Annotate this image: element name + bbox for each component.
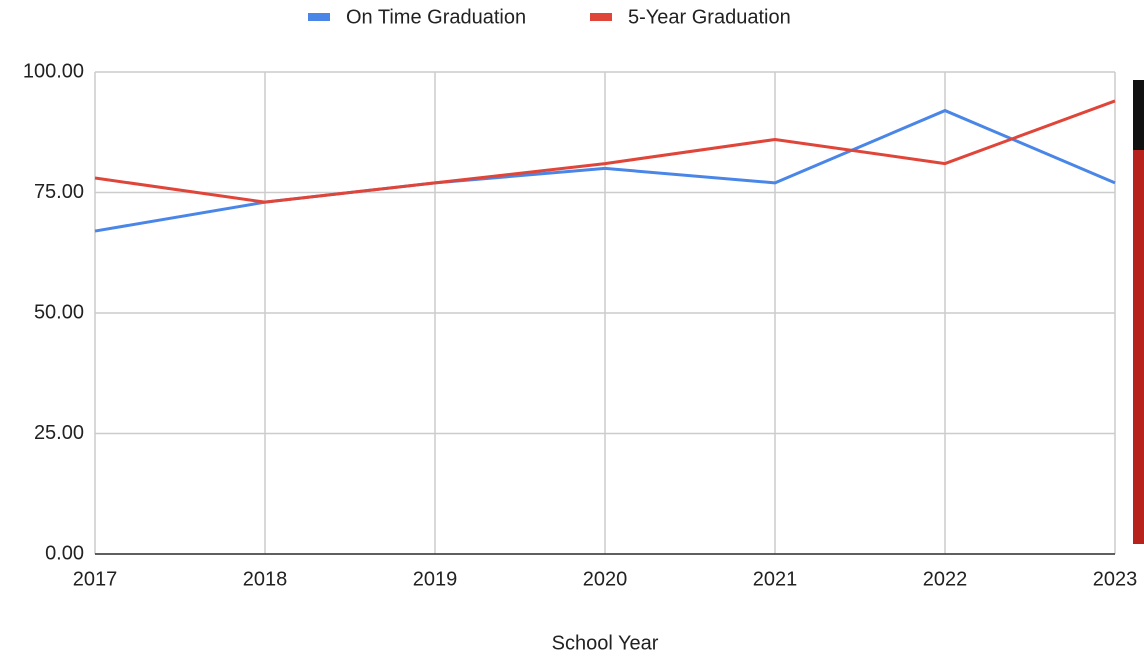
y-tick-label: 50.00 (34, 301, 84, 323)
legend-label: 5-Year Graduation (628, 6, 791, 28)
x-tick-label: 2019 (413, 568, 458, 590)
x-tick-label: 2018 (243, 568, 288, 590)
y-tick-label: 75.00 (34, 181, 84, 203)
x-tick-label: 2022 (923, 568, 968, 590)
page: {"chart_data": {"type": "line", "x_label… (0, 0, 1144, 656)
y-tick-label: 100.00 (23, 60, 84, 82)
legend-swatch (308, 13, 330, 21)
chart: School Year 0.00 25.00 50.00 75.00 100.00 201… (0, 0, 1144, 656)
photo-edge-dark (1133, 80, 1144, 150)
x-tick-label: 2021 (753, 568, 798, 590)
x-tick-label: 2017 (73, 568, 118, 590)
y-tick-label: 0.00 (45, 542, 84, 564)
x-axis-title: School Year (552, 632, 659, 654)
legend-label: On Time Graduation (346, 6, 526, 28)
legend-swatch (590, 13, 612, 21)
x-tick-label: 2020 (583, 568, 628, 590)
y-tick-label: 25.00 (34, 422, 84, 444)
x-tick-label: 2023 (1093, 568, 1138, 590)
